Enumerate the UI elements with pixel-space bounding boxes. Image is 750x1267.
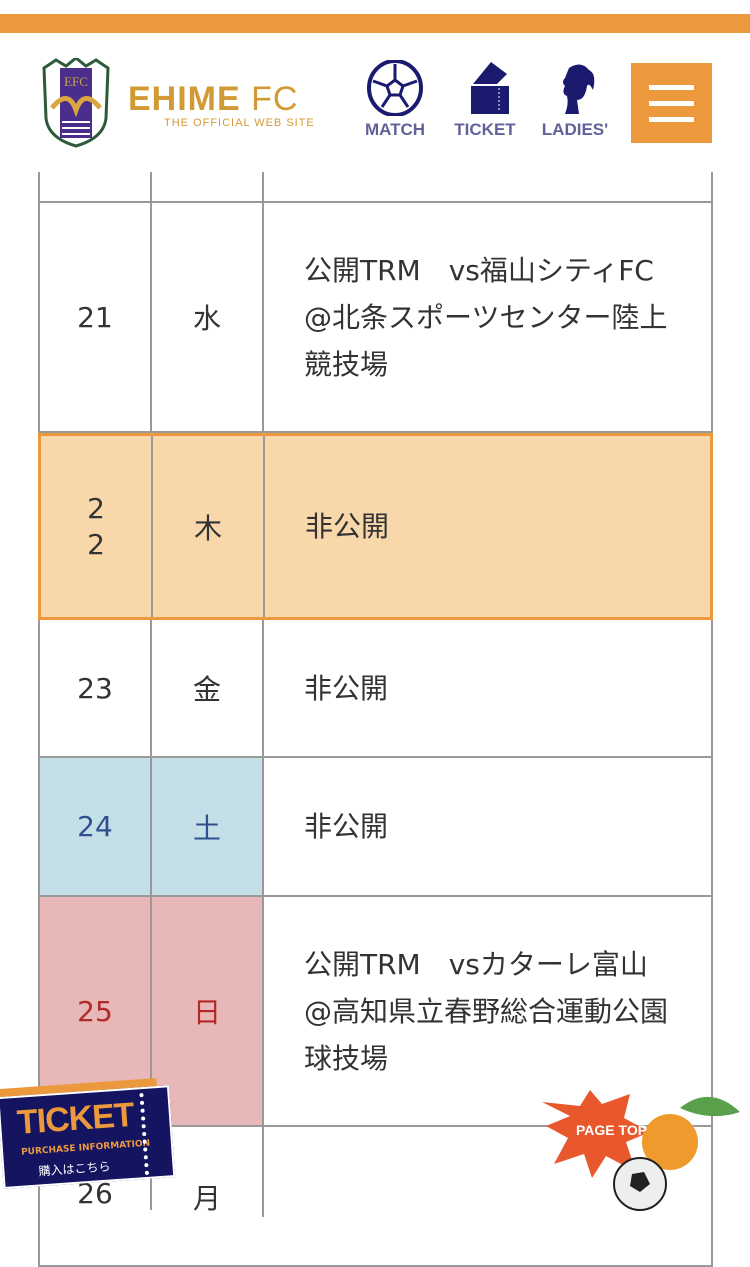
table-row-highlighted: 22 木 非公開 — [38, 433, 713, 620]
ticket-banner-title: TICKET — [15, 1095, 135, 1142]
event-cell: 公開TRM vsカターレ富山 @高知県立春野総合運動公園 球技場 — [304, 947, 676, 1075]
brand-suffix: FC — [251, 80, 299, 118]
page-top-label: PAGE TOP — [576, 1122, 648, 1138]
nav-ladies-label: LADIES' — [541, 120, 609, 139]
weekday-cell: 水 — [152, 203, 264, 431]
weekday-cell: 土 — [152, 758, 264, 895]
brand-name: EHIME — [128, 80, 241, 118]
ticket-icon — [471, 62, 509, 114]
table-row-saturday: 24 土 非公開 — [38, 758, 713, 897]
brand-tagline: THE OFFICIAL WEB SITE — [164, 117, 315, 129]
mascot-orange-icon — [542, 1090, 740, 1211]
weekday-cell: 木 — [153, 436, 265, 617]
day-cell: 24 — [40, 758, 152, 895]
hamburger-icon — [649, 84, 694, 90]
weekday-cell: 月 — [152, 1127, 264, 1217]
event-cell: 非公開 — [304, 810, 389, 843]
event-cell: 非公開 — [304, 671, 389, 705]
nav-match-label: MATCH — [364, 120, 426, 139]
nav-ticket-label: TICKET — [454, 120, 516, 139]
day-cell: 21 — [40, 203, 152, 431]
page-top-button[interactable]: PAGE TOP — [540, 1082, 750, 1212]
svg-text:EFC: EFC — [64, 74, 88, 89]
club-crest-logo[interactable]: EFC — [38, 58, 114, 148]
ticket-purchase-banner[interactable]: TICKET PURCHASE INFORMATION 購入はこちら — [0, 1077, 178, 1189]
hamburger-menu-button[interactable] — [631, 63, 712, 143]
event-cell: 公開TRM vs福山シティFC @北条スポーツセンター陸上競技場 — [304, 253, 682, 381]
event-cell: 非公開 — [305, 510, 390, 543]
table-row: 23 金 非公開 — [38, 620, 713, 758]
nav-ladies[interactable]: LADIES' — [535, 60, 615, 140]
table-row — [38, 160, 713, 203]
table-row: 21 水 公開TRM vs福山シティFC @北条スポーツセンター陸上競技場 — [38, 203, 713, 433]
day-cell: 23 — [40, 620, 152, 756]
day-cell: 22 — [41, 436, 153, 617]
ticket-banner-jp: 購入はこちら — [38, 1159, 111, 1179]
woman-silhouette-icon — [563, 64, 595, 114]
nav-match[interactable]: MATCH — [355, 60, 435, 140]
soccer-ball-icon — [367, 60, 423, 116]
top-accent-bar — [0, 14, 750, 33]
weekday-cell: 金 — [152, 620, 264, 756]
nav-ticket[interactable]: TICKET — [445, 60, 525, 140]
brand-logo[interactable]: EHIME FC THE OFFICIAL WEB SITE — [128, 80, 315, 129]
weekday-cell: 日 — [152, 897, 264, 1125]
ticket-banner-subtitle: PURCHASE INFORMATION — [20, 1138, 151, 1158]
